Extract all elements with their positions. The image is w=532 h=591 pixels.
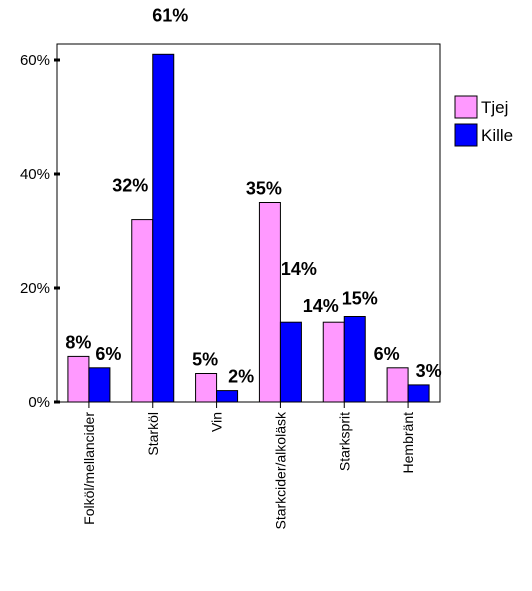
bar-tjej-5 [386,367,409,403]
bar-tjej-2 [195,373,218,403]
y-tick-mark [54,58,60,62]
legend: Tjej Kille [454,95,513,147]
legend-swatch-kille [454,123,478,147]
y-tick-label: 0% [28,394,50,411]
category-label: Starkcider/alkoläsk [272,411,288,529]
data-labels: 8%6%32%61%5%2%35%14%14% 15%6%3% [65,5,441,386]
data-label: 5% [192,350,218,370]
legend-label-kille: Kille [481,126,513,145]
bar-kille-1 [152,53,175,403]
y-tick-label: 20% [20,280,50,297]
bar-tjej-3 [258,202,281,403]
bar-tjej-1 [131,219,154,403]
legend-label-tjej: Tjej [481,98,508,117]
data-label: 14% [281,259,317,279]
plot-area [56,43,441,403]
data-label: 8% [65,332,91,352]
y-tick-mark [54,400,60,404]
y-tick-mark [54,286,60,290]
legend-swatch-tjej [454,95,478,119]
bars [67,53,430,403]
bar-tjej-4 [322,321,345,403]
y-tick-label: 60% [20,52,50,69]
category-label: Starksprit [336,412,352,471]
data-label: 14% [303,296,339,316]
category-label: Hembränt [400,412,416,474]
y-tick-label: 40% [20,166,50,183]
data-label: 32% [112,176,148,196]
bar-kille-3 [279,321,302,403]
bar-tjej-0 [67,355,90,403]
data-label: 35% [246,179,282,199]
data-label: 15% [342,289,378,309]
bar-kille-0 [88,367,111,403]
data-label: 61% [152,5,188,25]
bar-kille-2 [216,390,239,403]
data-label: 3% [416,361,442,381]
y-axis: 0% 20% 40% 60% [20,52,60,411]
data-label: 2% [228,367,254,387]
bar-kille-4 [343,316,366,403]
category-label: Folköl/mellancider [81,412,97,525]
category-label: Starköl [145,412,161,456]
x-axis: Folköl/mellancider Starköl Vin Starkcider/a… [81,402,416,530]
y-tick-mark [54,172,60,176]
data-label: 6% [95,344,121,364]
bar-kille-5 [407,384,430,403]
data-label: 6% [374,344,400,364]
category-label: Vin [209,412,225,432]
